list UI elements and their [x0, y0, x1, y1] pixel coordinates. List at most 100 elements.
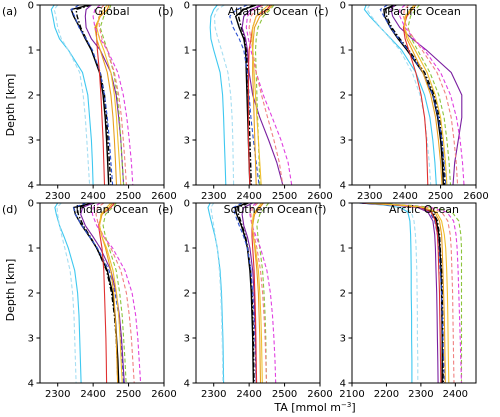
x-tick-label: 2300 — [357, 191, 382, 202]
y-tick-label: 2 — [184, 91, 190, 102]
series-line-2 — [366, 5, 432, 185]
series-group — [207, 203, 277, 383]
series-line-2 — [369, 203, 419, 383]
series-line-1 — [54, 203, 82, 383]
x-tick-label: 2400 — [80, 389, 105, 400]
series-line-4 — [76, 203, 119, 383]
panel-title: Arctic Ocean — [389, 203, 459, 216]
panel-title: Indian Ocean — [76, 203, 149, 216]
series-line-8 — [403, 5, 443, 185]
series-line-12 — [251, 203, 263, 383]
panel-label: (e) — [158, 203, 173, 216]
panel-label: (d) — [2, 203, 18, 216]
x-tick-label: 2600 — [307, 191, 332, 202]
plot-frame — [351, 4, 477, 186]
y-tick-label: 1 — [28, 244, 34, 255]
y-tick-label: 3 — [340, 136, 346, 147]
series-line-10 — [249, 203, 277, 383]
y-tick-label: 2 — [28, 289, 34, 300]
series-line-10 — [91, 203, 142, 383]
series-line-7 — [402, 5, 429, 185]
x-tick-label: 2600 — [307, 389, 332, 400]
plot-frame — [195, 4, 321, 186]
series-line-11 — [402, 5, 459, 185]
series-line-1 — [209, 5, 227, 185]
y-tick-label: 0 — [340, 1, 346, 12]
series-line-3 — [70, 5, 110, 185]
plot-frame — [39, 202, 165, 384]
x-tick-label: 2400 — [443, 389, 468, 400]
x-axis-label: TA [mmol m−3] — [273, 401, 355, 414]
x-tick-label: 2200 — [374, 389, 399, 400]
series-line-10 — [365, 203, 463, 383]
series-line-11 — [250, 203, 268, 383]
y-tick-label: 2 — [340, 91, 346, 102]
series-line-9 — [254, 5, 275, 185]
panel-1: 2300 2400 2500 2600 0 1 2 3 4 (a) Global — [2, 1, 177, 203]
panel-title: Southern Ocean — [224, 203, 313, 216]
series-line-3 — [362, 203, 443, 383]
y-tick-label: 4 — [184, 181, 190, 192]
series-line-2 — [53, 5, 91, 185]
series-line-4 — [365, 203, 444, 383]
series-line-2 — [213, 5, 235, 185]
series-line-11 — [95, 203, 135, 383]
x-tick-label: 2500 — [272, 389, 297, 400]
panel-2: 2300 2400 2500 2600 0 1 2 3 4 (b) Atlantic Ocean — [158, 1, 333, 203]
panel-label: (c) — [314, 5, 329, 18]
series-line-4 — [237, 5, 255, 185]
panel-3: 2300 2400 2500 2600 0 1 2 3 4 (c) Pacific Ocean — [314, 1, 489, 203]
series-line-2 — [210, 203, 224, 383]
series-line-5 — [379, 5, 447, 185]
y-tick-label: 1 — [28, 46, 34, 57]
y-tick-label: 2 — [28, 91, 34, 102]
series-line-11 — [248, 5, 284, 185]
series-line-4 — [237, 203, 255, 383]
series-line-1 — [358, 203, 413, 383]
series-line-10 — [399, 5, 465, 185]
y-tick-label: 0 — [28, 1, 34, 12]
x-tick-label: 2400 — [236, 191, 261, 202]
y-tick-label: 2 — [184, 289, 190, 300]
series-line-10 — [92, 5, 134, 185]
series-line-1 — [207, 203, 225, 383]
y-tick-label: 4 — [28, 181, 34, 192]
series-line-4 — [384, 5, 446, 185]
series-line-1 — [363, 5, 437, 185]
x-tick-label: 2300 — [408, 389, 433, 400]
x-tick-label: 2600 — [463, 191, 488, 202]
series-group — [363, 5, 465, 185]
series-line-11 — [365, 203, 455, 383]
x-tick-label: 2500 — [272, 191, 297, 202]
y-tick-label: 0 — [184, 1, 190, 12]
series-line-6 — [358, 203, 439, 383]
series-line-5 — [232, 203, 257, 383]
series-line-9 — [407, 5, 452, 185]
series-line-9 — [369, 203, 463, 383]
series-line-8 — [252, 203, 264, 383]
series-line-8 — [252, 5, 273, 185]
series-group — [209, 5, 293, 185]
panel-label: (a) — [2, 5, 17, 18]
panel-title: Pacific Ocean — [387, 5, 461, 18]
y-tick-label: 3 — [28, 334, 34, 345]
series-line-11 — [97, 5, 127, 185]
series-line-5 — [362, 203, 445, 383]
x-tick-label: 2500 — [116, 191, 141, 202]
x-tick-label: 2300 — [201, 389, 226, 400]
y-tick-label: 3 — [184, 334, 190, 345]
x-tick-label: 2100 — [339, 389, 364, 400]
series-line-7 — [362, 203, 442, 383]
y-tick-label: 0 — [28, 199, 34, 210]
y-axis-label-top: Depth [km] — [4, 74, 17, 137]
series-line-8 — [365, 203, 446, 383]
x-tick-label: 2400 — [80, 191, 105, 202]
series-line-1 — [50, 5, 94, 185]
series-line-5 — [70, 5, 114, 185]
x-tick-label: 2500 — [116, 389, 141, 400]
panel-title: Atlantic Ocean — [228, 5, 309, 18]
x-tick-label: 2600 — [151, 389, 176, 400]
y-tick-label: 4 — [28, 379, 34, 390]
x-tick-label: 2600 — [151, 191, 176, 202]
